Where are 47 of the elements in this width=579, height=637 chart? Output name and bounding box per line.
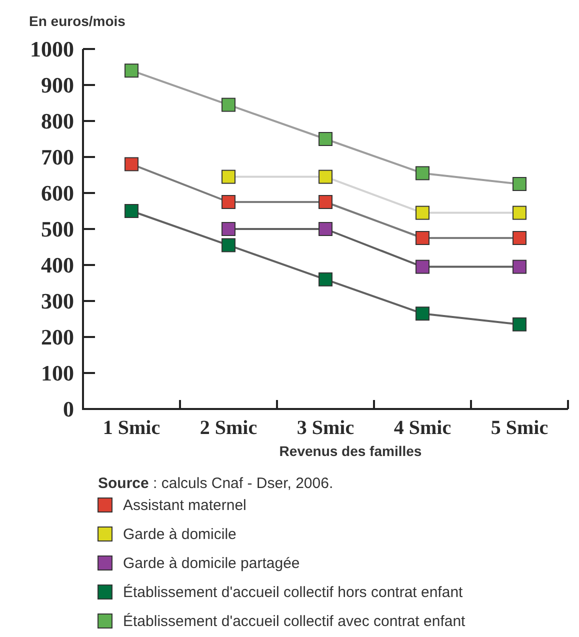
point <box>512 206 526 220</box>
point <box>416 306 430 321</box>
y-tick-label: 800 <box>41 108 74 134</box>
point <box>222 222 236 236</box>
point <box>318 272 332 286</box>
point <box>318 132 332 146</box>
y-tick-label: 0 <box>63 396 74 422</box>
point <box>318 222 332 236</box>
legend-label: Garde à domicile <box>123 526 236 543</box>
point <box>512 260 526 274</box>
y-tick-label: 100 <box>41 360 74 386</box>
point <box>416 166 430 180</box>
point <box>222 238 236 252</box>
point <box>512 317 526 332</box>
legend-label: Établissement d'accueil collectif hors contrat enfant <box>123 583 464 601</box>
point <box>222 98 236 112</box>
point <box>318 195 332 209</box>
point <box>124 64 138 78</box>
point <box>416 206 430 220</box>
y-tick-label: 900 <box>41 72 74 98</box>
source-note: Source : calculs Cnaf - Dser, 2006. <box>98 475 334 492</box>
x-tick-label: 4 Smic <box>394 417 452 439</box>
y-tick-label: 1000 <box>30 36 74 62</box>
y-tick-label: 400 <box>41 252 74 278</box>
point <box>318 170 332 184</box>
point <box>512 231 526 245</box>
x-tick-label: 1 Smic <box>102 417 160 439</box>
y-tick-label: 200 <box>41 324 74 350</box>
point <box>512 177 526 191</box>
point <box>222 195 236 209</box>
x-tick-label: 3 Smic <box>296 417 354 439</box>
y-tick-label: 600 <box>41 180 74 206</box>
legend-label: Établissement d'accueil collectif avec contrat enfant <box>123 612 466 630</box>
point <box>124 157 138 172</box>
legend-label: Assistant maternel <box>123 497 246 514</box>
x-axis-title: Revenus des familles <box>279 443 422 459</box>
point <box>222 170 236 184</box>
y-tick-label: 700 <box>41 144 74 170</box>
point <box>416 260 430 274</box>
y-axis-title: En euros/mois <box>29 13 126 29</box>
point <box>416 231 430 245</box>
y-tick-label: 500 <box>41 216 74 242</box>
point <box>124 204 138 218</box>
y-tick-label: 300 <box>41 288 74 314</box>
x-tick-label: 5 Smic <box>490 417 548 439</box>
x-tick-label: 2 Smic <box>200 417 258 439</box>
legend-label: Garde à domicile partagée <box>123 555 300 572</box>
